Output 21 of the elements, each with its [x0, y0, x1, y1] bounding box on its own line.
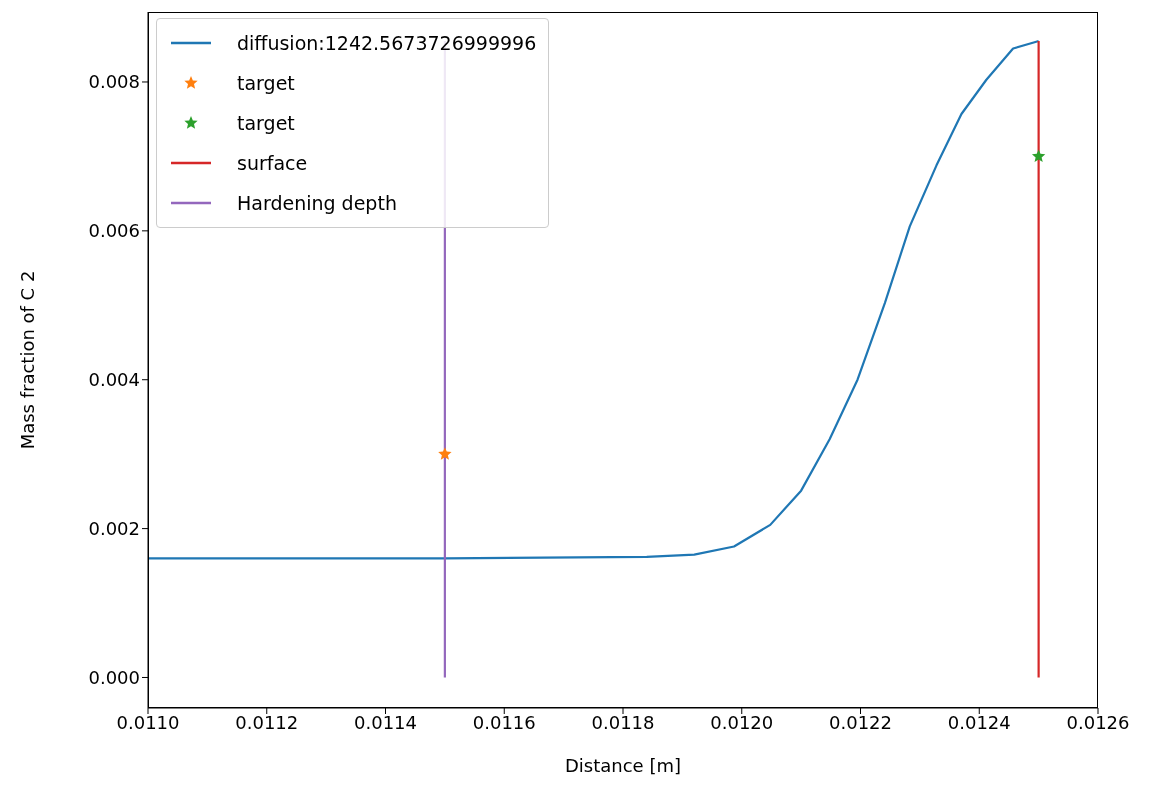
x-tick-label: 0.0120 — [710, 711, 774, 733]
y-tick-label: 0.006 — [88, 220, 140, 242]
legend-label: target — [237, 72, 295, 94]
y-tick-label: 0.000 — [88, 666, 140, 688]
legend-label: diffusion:1242.5673726999996 — [237, 32, 537, 54]
legend-label: surface — [237, 152, 308, 174]
x-tick-label: 0.0118 — [591, 711, 655, 733]
x-tick-label: 0.0126 — [1066, 711, 1130, 733]
x-tick-label: 0.0110 — [116, 711, 180, 733]
y-tick-label: 0.008 — [88, 71, 140, 93]
x-axis-title: Distance [m] — [564, 755, 682, 776]
legend-label: Hardening depth — [237, 192, 397, 214]
y-tick-label: 0.002 — [88, 517, 140, 539]
x-tick-label: 0.0122 — [829, 711, 892, 733]
x-tick-label: 0.0116 — [472, 711, 536, 733]
y-tick-label: 0.004 — [88, 369, 140, 391]
y-axis-title: Mass fraction of C 2 — [17, 270, 39, 450]
x-tick-label: 0.0124 — [947, 711, 1011, 733]
legend-label: target — [237, 112, 295, 134]
x-tick-label: 0.0114 — [354, 711, 417, 733]
x-tick-label: 0.0112 — [235, 711, 299, 733]
